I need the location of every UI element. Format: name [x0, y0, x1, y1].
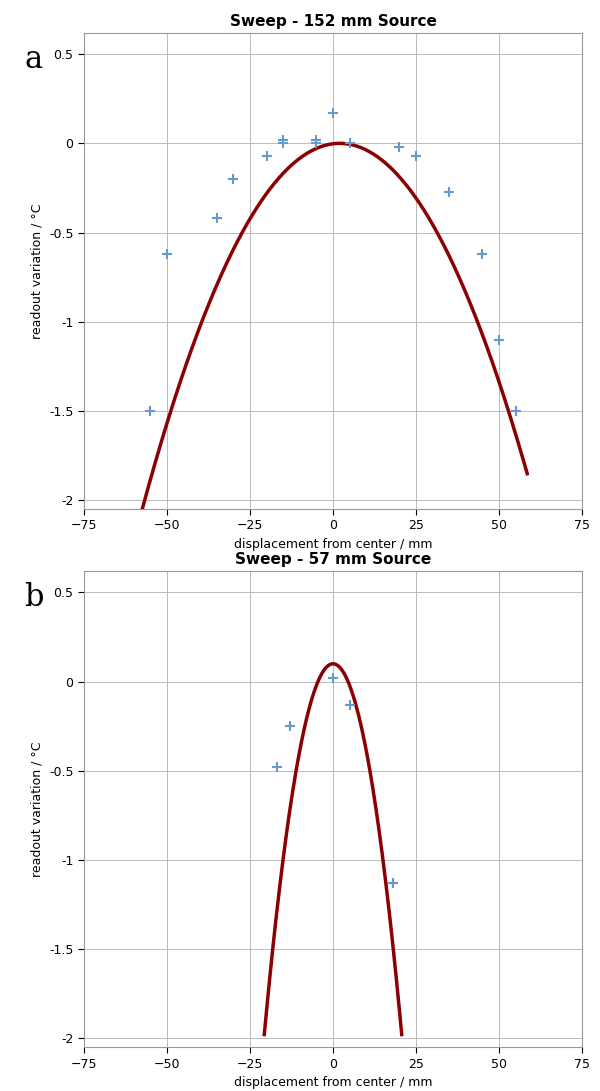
Point: [278, 134, 288, 152]
Point: [278, 131, 288, 148]
Text: b: b: [24, 582, 44, 613]
Point: [388, 875, 398, 892]
Point: [328, 669, 338, 686]
Point: [272, 758, 281, 776]
Title: Sweep - 152 mm Source: Sweep - 152 mm Source: [230, 14, 436, 28]
Point: [494, 331, 504, 348]
X-axis label: displacement from center / mm: displacement from center / mm: [234, 1077, 432, 1089]
Point: [511, 403, 520, 420]
Point: [411, 147, 421, 165]
Point: [478, 245, 487, 263]
Point: [328, 105, 338, 122]
Point: [345, 696, 355, 714]
Point: [229, 170, 238, 188]
Point: [262, 147, 271, 165]
Point: [212, 209, 221, 227]
Point: [285, 718, 295, 735]
X-axis label: displacement from center / mm: displacement from center / mm: [234, 538, 432, 551]
Y-axis label: readout variation / °C: readout variation / °C: [31, 742, 44, 877]
Point: [445, 183, 454, 201]
Y-axis label: readout variation / °C: readout variation / °C: [31, 203, 44, 338]
Point: [146, 403, 155, 420]
Text: a: a: [24, 44, 42, 74]
Point: [311, 131, 321, 148]
Point: [162, 245, 172, 263]
Point: [345, 134, 355, 152]
Point: [311, 134, 321, 152]
Title: Sweep - 57 mm Source: Sweep - 57 mm Source: [235, 552, 431, 567]
Point: [395, 139, 404, 156]
Point: [411, 147, 421, 165]
